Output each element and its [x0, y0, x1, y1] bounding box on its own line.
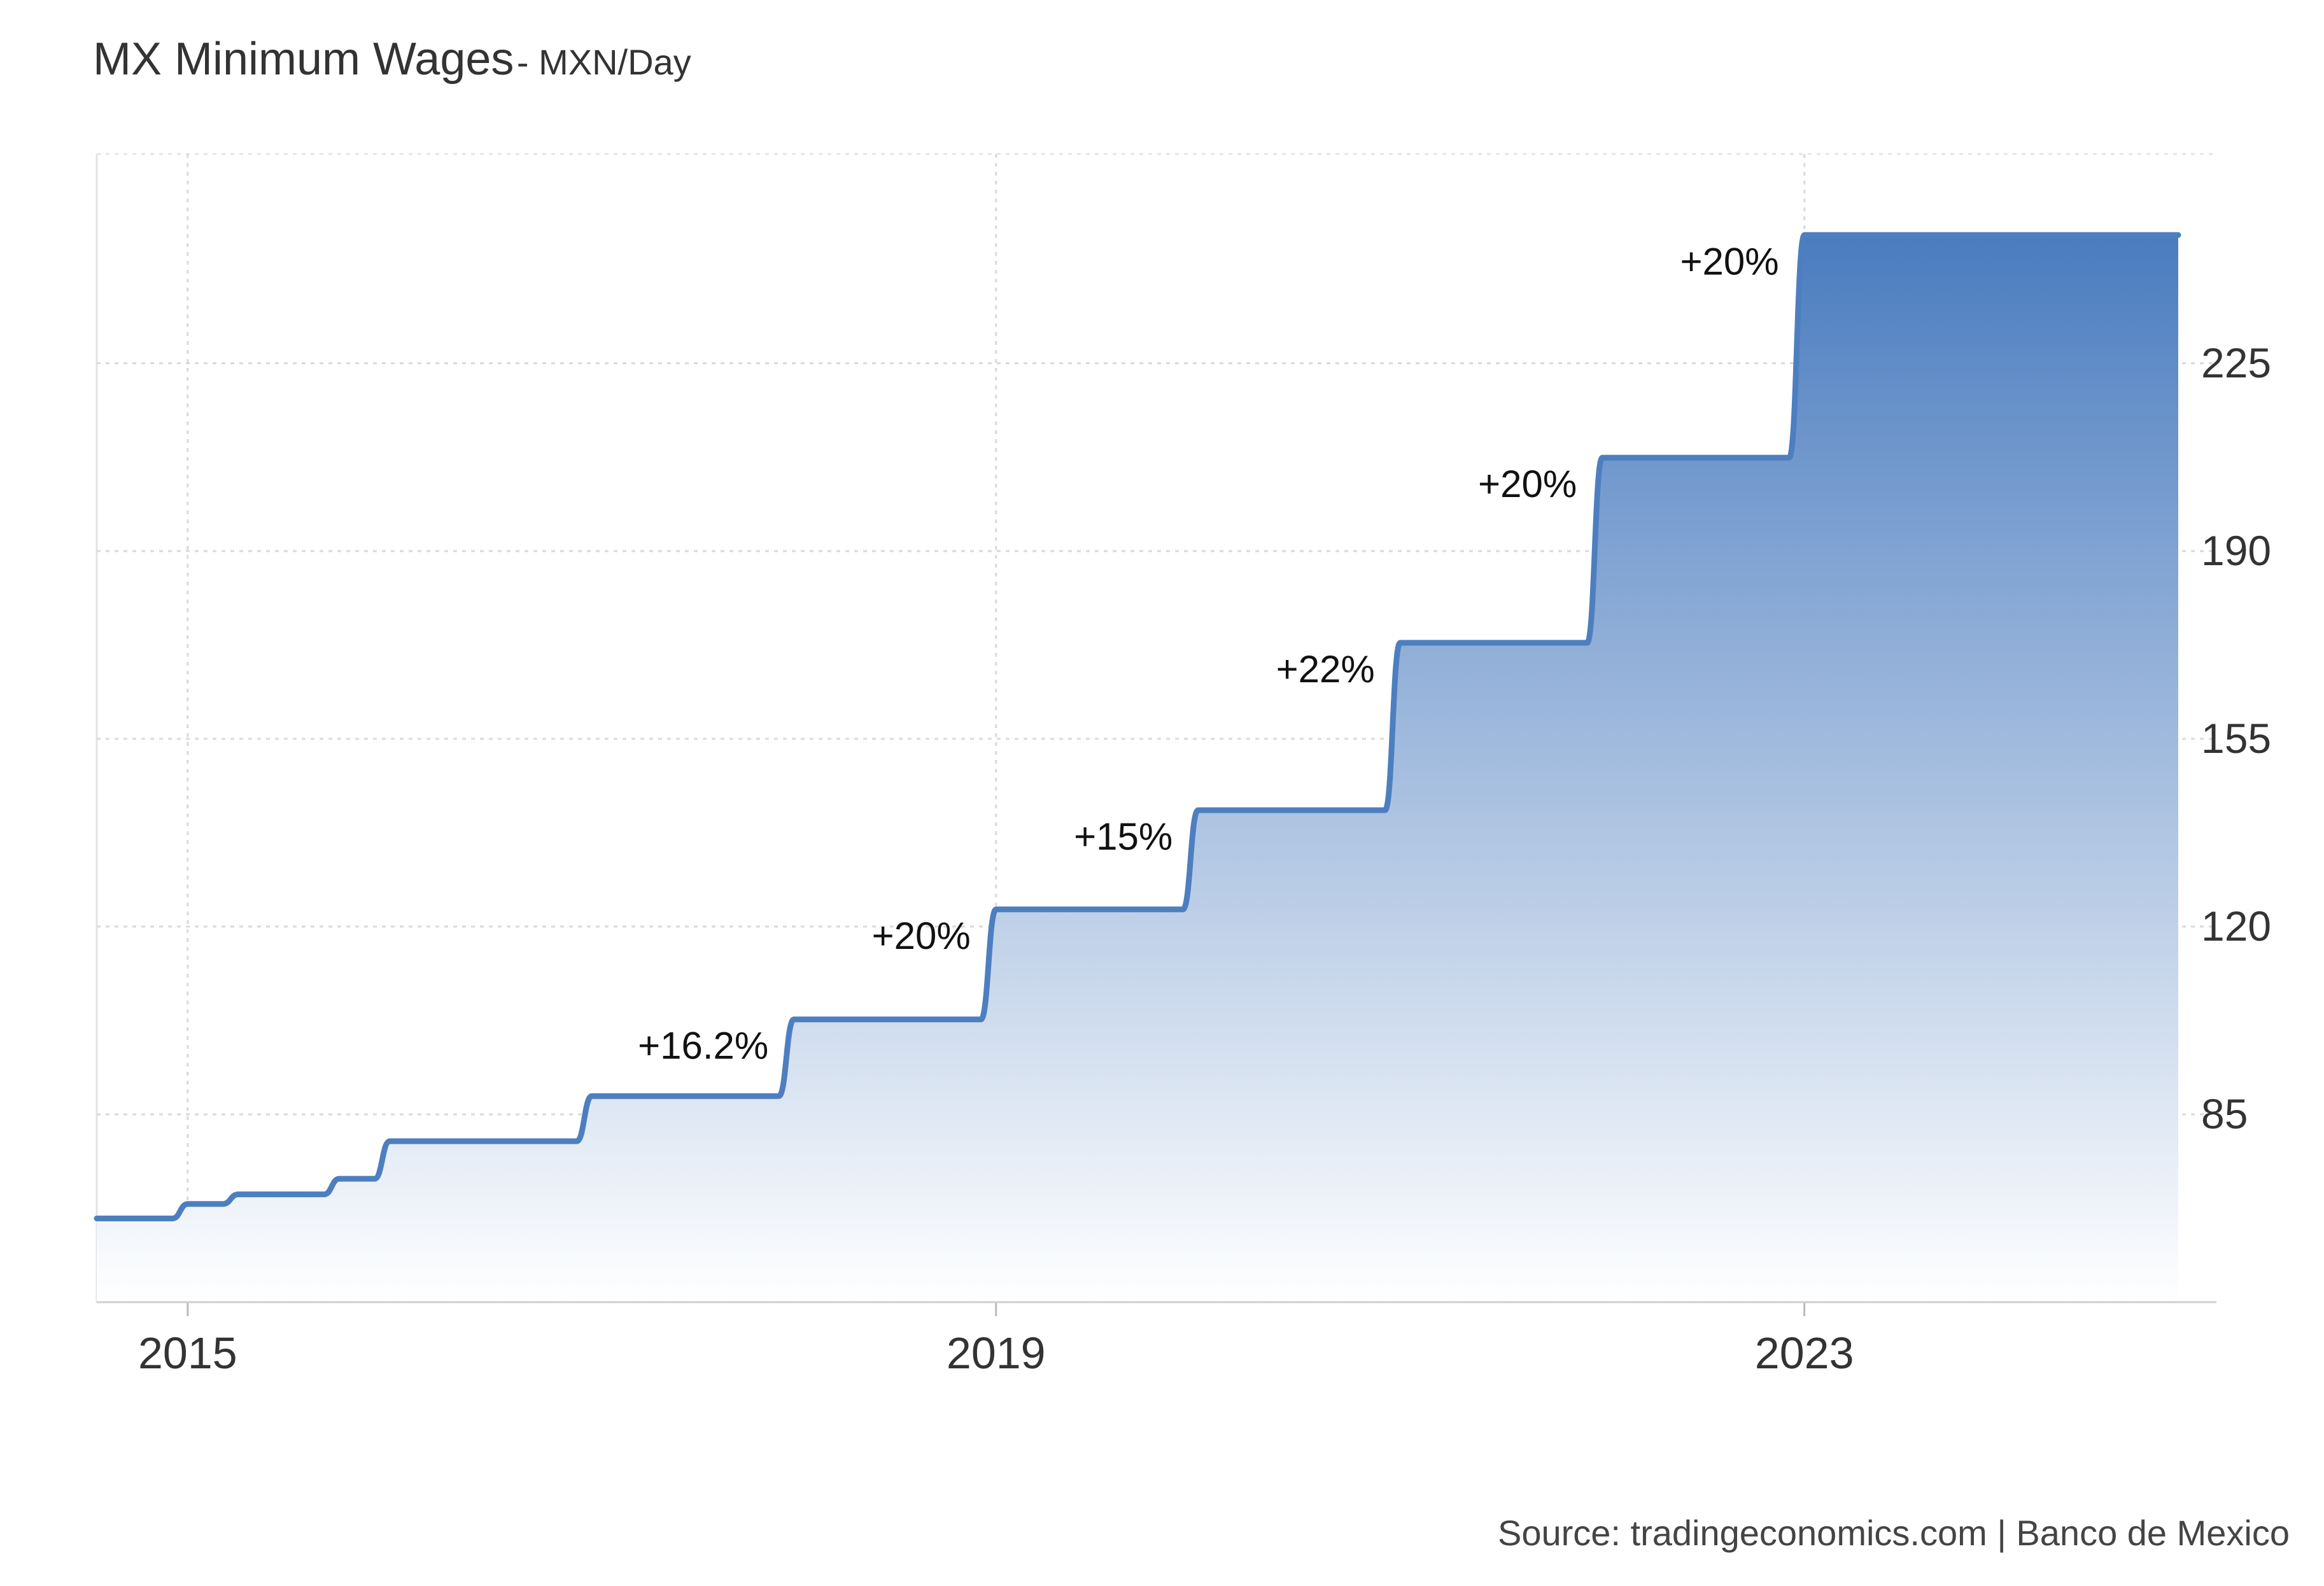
y-tick-label: 225: [2201, 339, 2271, 386]
source-credit: Source: tradingeconomics.com | Banco de …: [1497, 1513, 2290, 1553]
step-annotation: +16.2%: [638, 1025, 768, 1067]
chart-title: MX Minimum Wages - MXN/Day: [93, 33, 691, 85]
y-tick-label: 85: [2201, 1090, 2248, 1137]
x-tick-label: 2015: [138, 1328, 237, 1378]
step-annotation: +15%: [1074, 815, 1173, 858]
y-tick-label: 190: [2201, 527, 2271, 574]
chart-title-separator: -: [516, 42, 539, 82]
area-fill: [97, 235, 2178, 1302]
y-tick-label: 120: [2201, 902, 2271, 950]
y-tick-label: 155: [2201, 715, 2271, 762]
step-annotation: +20%: [1478, 463, 1577, 505]
x-tick-label: 2023: [1755, 1328, 1854, 1378]
step-annotation: +20%: [1680, 240, 1779, 283]
chart-title-text: MX Minimum Wages: [93, 34, 514, 85]
step-annotation: +22%: [1276, 648, 1375, 691]
series-line: [94, 232, 2181, 1221]
step-annotation: +20%: [872, 915, 971, 957]
chart-title-unit: MXN/Day: [539, 42, 691, 82]
x-tick-label: 2019: [947, 1328, 1046, 1378]
